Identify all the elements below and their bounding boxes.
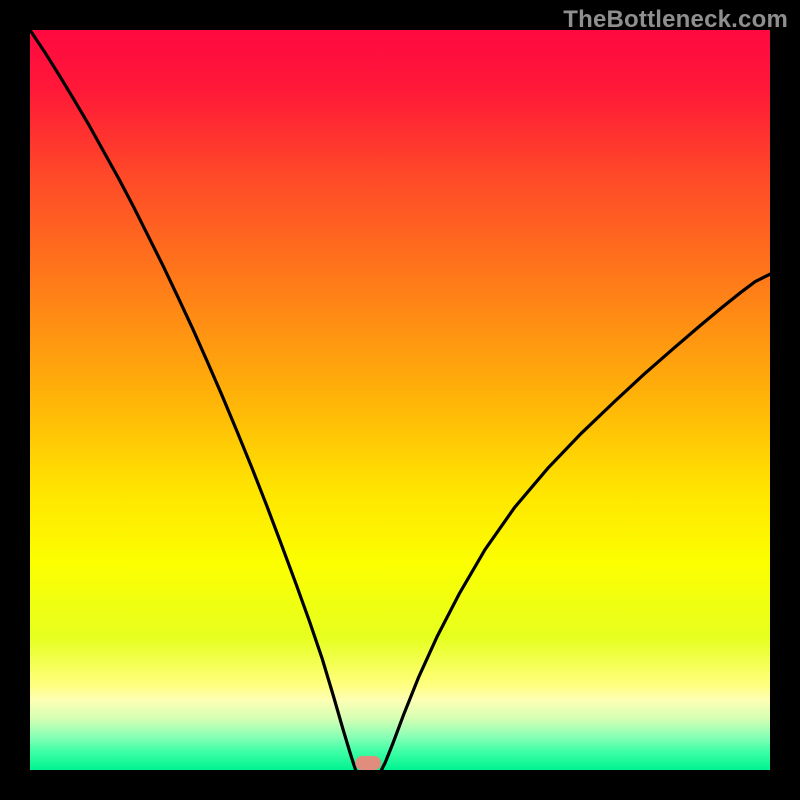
- bottleneck-marker: [355, 756, 381, 770]
- watermark-text: TheBottleneck.com: [563, 6, 788, 34]
- gradient-background: [30, 30, 770, 770]
- chart-root: TheBottleneck.com: [0, 0, 800, 800]
- bottleneck-chart: [0, 0, 800, 800]
